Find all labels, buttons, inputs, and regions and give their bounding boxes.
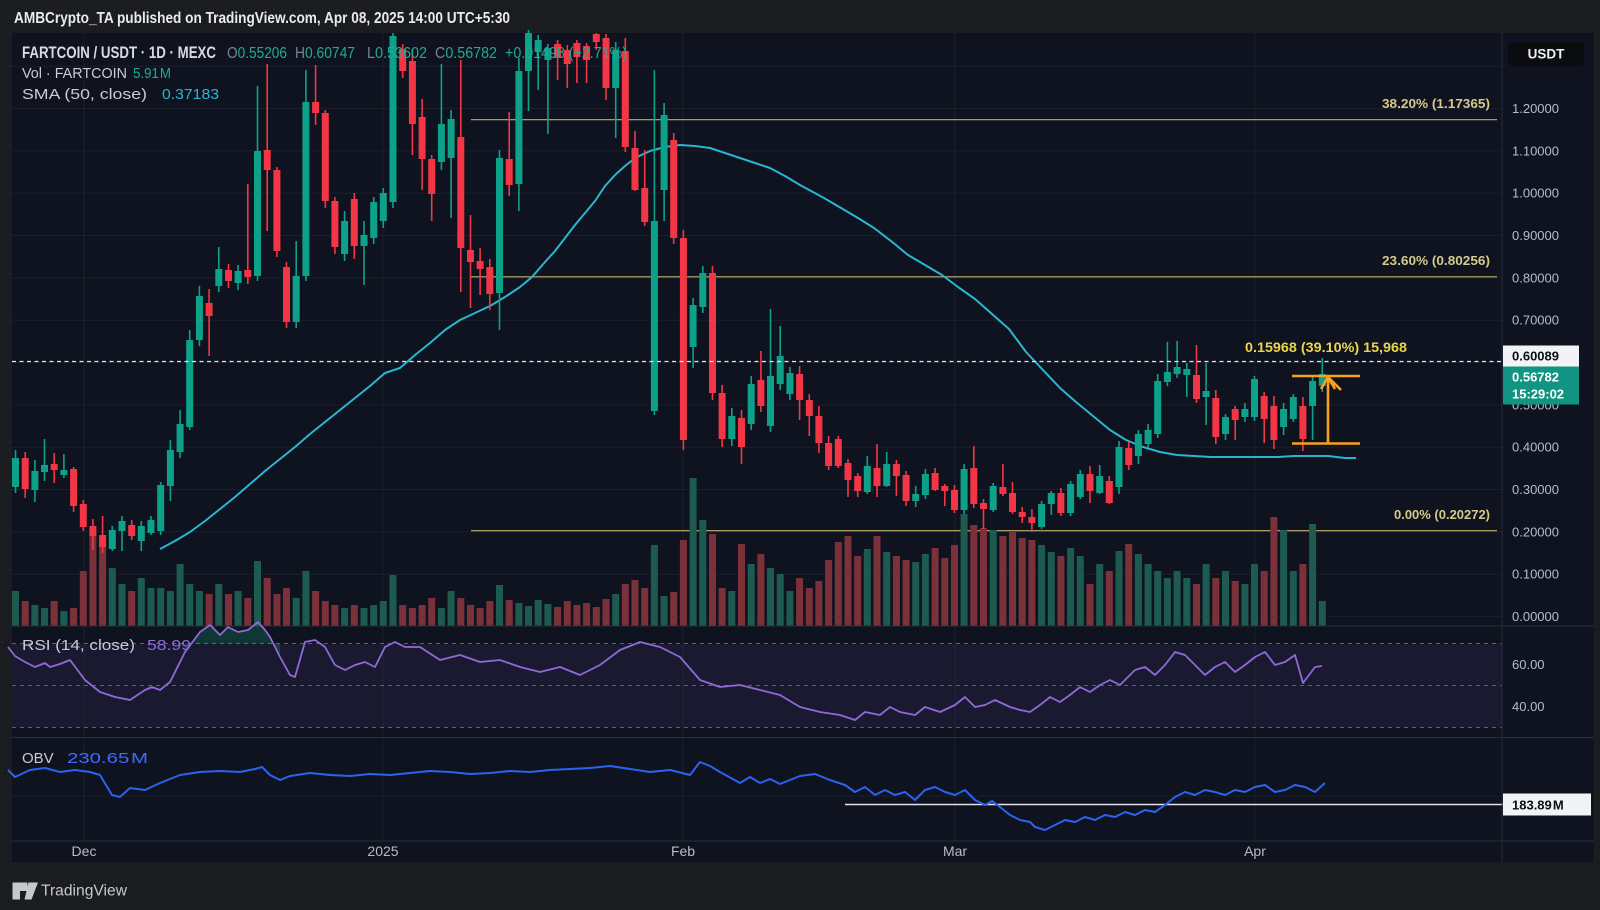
svg-text:230.65 M: 230.65 M xyxy=(67,750,148,767)
svg-text:0.00% (0.20272): 0.00% (0.20272) xyxy=(1394,507,1490,522)
svg-text:O0.55206: O0.55206 xyxy=(227,45,287,62)
svg-text:0.56782: 0.56782 xyxy=(1512,370,1559,385)
svg-text:38.20% (1.17365): 38.20% (1.17365) xyxy=(1382,96,1490,111)
svg-text:0.60089: 0.60089 xyxy=(1512,349,1559,364)
svg-text:FARTCOIN / USDT · 1D · MEXC: FARTCOIN / USDT · 1D · MEXC xyxy=(22,43,216,62)
svg-text:L0.53602: L0.53602 xyxy=(367,45,427,62)
svg-text:H0.60747: H0.60747 xyxy=(295,45,355,62)
svg-text:AMBCrypto_TA published on Trad: AMBCrypto_TA published on TradingView.co… xyxy=(14,10,510,27)
svg-text:USDT: USDT xyxy=(1528,47,1566,62)
svg-text:1.10000: 1.10000 xyxy=(1512,143,1559,158)
svg-text:1.00000: 1.00000 xyxy=(1512,186,1559,201)
svg-text:0.10000: 0.10000 xyxy=(1512,567,1559,582)
svg-text:TradingView: TradingView xyxy=(41,883,128,900)
svg-text:+0.01498 (+2.71%): +0.01498 (+2.71%) xyxy=(505,45,627,62)
svg-text:OBV: OBV xyxy=(22,750,54,767)
svg-text:SMA (50, close): SMA (50, close) xyxy=(22,86,147,103)
svg-text:0.40000: 0.40000 xyxy=(1512,440,1559,455)
svg-text:0.30000: 0.30000 xyxy=(1512,482,1559,497)
svg-text:60.00: 60.00 xyxy=(1512,657,1545,672)
svg-text:0.15968 (39.10%) 15,968: 0.15968 (39.10%) 15,968 xyxy=(1245,339,1407,355)
svg-text:Vol · FARTCOIN: Vol · FARTCOIN xyxy=(22,65,127,82)
svg-text:0.37183: 0.37183 xyxy=(162,86,219,103)
svg-text:RSI (14, close): RSI (14, close) xyxy=(22,637,135,654)
svg-text:183.89 M: 183.89 M xyxy=(1512,798,1564,813)
svg-text:0.20000: 0.20000 xyxy=(1512,524,1559,539)
svg-text:C0.56782: C0.56782 xyxy=(435,45,497,62)
svg-text:0.00000: 0.00000 xyxy=(1512,609,1559,624)
svg-text:23.60% (0.80256): 23.60% (0.80256) xyxy=(1382,253,1490,268)
svg-text:Apr: Apr xyxy=(1244,843,1266,859)
svg-text:0.90000: 0.90000 xyxy=(1512,228,1559,243)
svg-text:2025: 2025 xyxy=(367,843,398,859)
svg-text:5.91 M: 5.91 M xyxy=(133,65,171,82)
svg-text:15:29:02: 15:29:02 xyxy=(1512,387,1564,402)
svg-text:58.99: 58.99 xyxy=(147,637,191,654)
svg-text:Mar: Mar xyxy=(943,843,967,859)
svg-text:40.00: 40.00 xyxy=(1512,699,1545,714)
svg-text:0.70000: 0.70000 xyxy=(1512,313,1559,328)
svg-text:Feb: Feb xyxy=(671,843,695,859)
svg-text:1.20000: 1.20000 xyxy=(1512,101,1559,116)
svg-text:Dec: Dec xyxy=(72,843,97,859)
svg-text:0.80000: 0.80000 xyxy=(1512,270,1559,285)
